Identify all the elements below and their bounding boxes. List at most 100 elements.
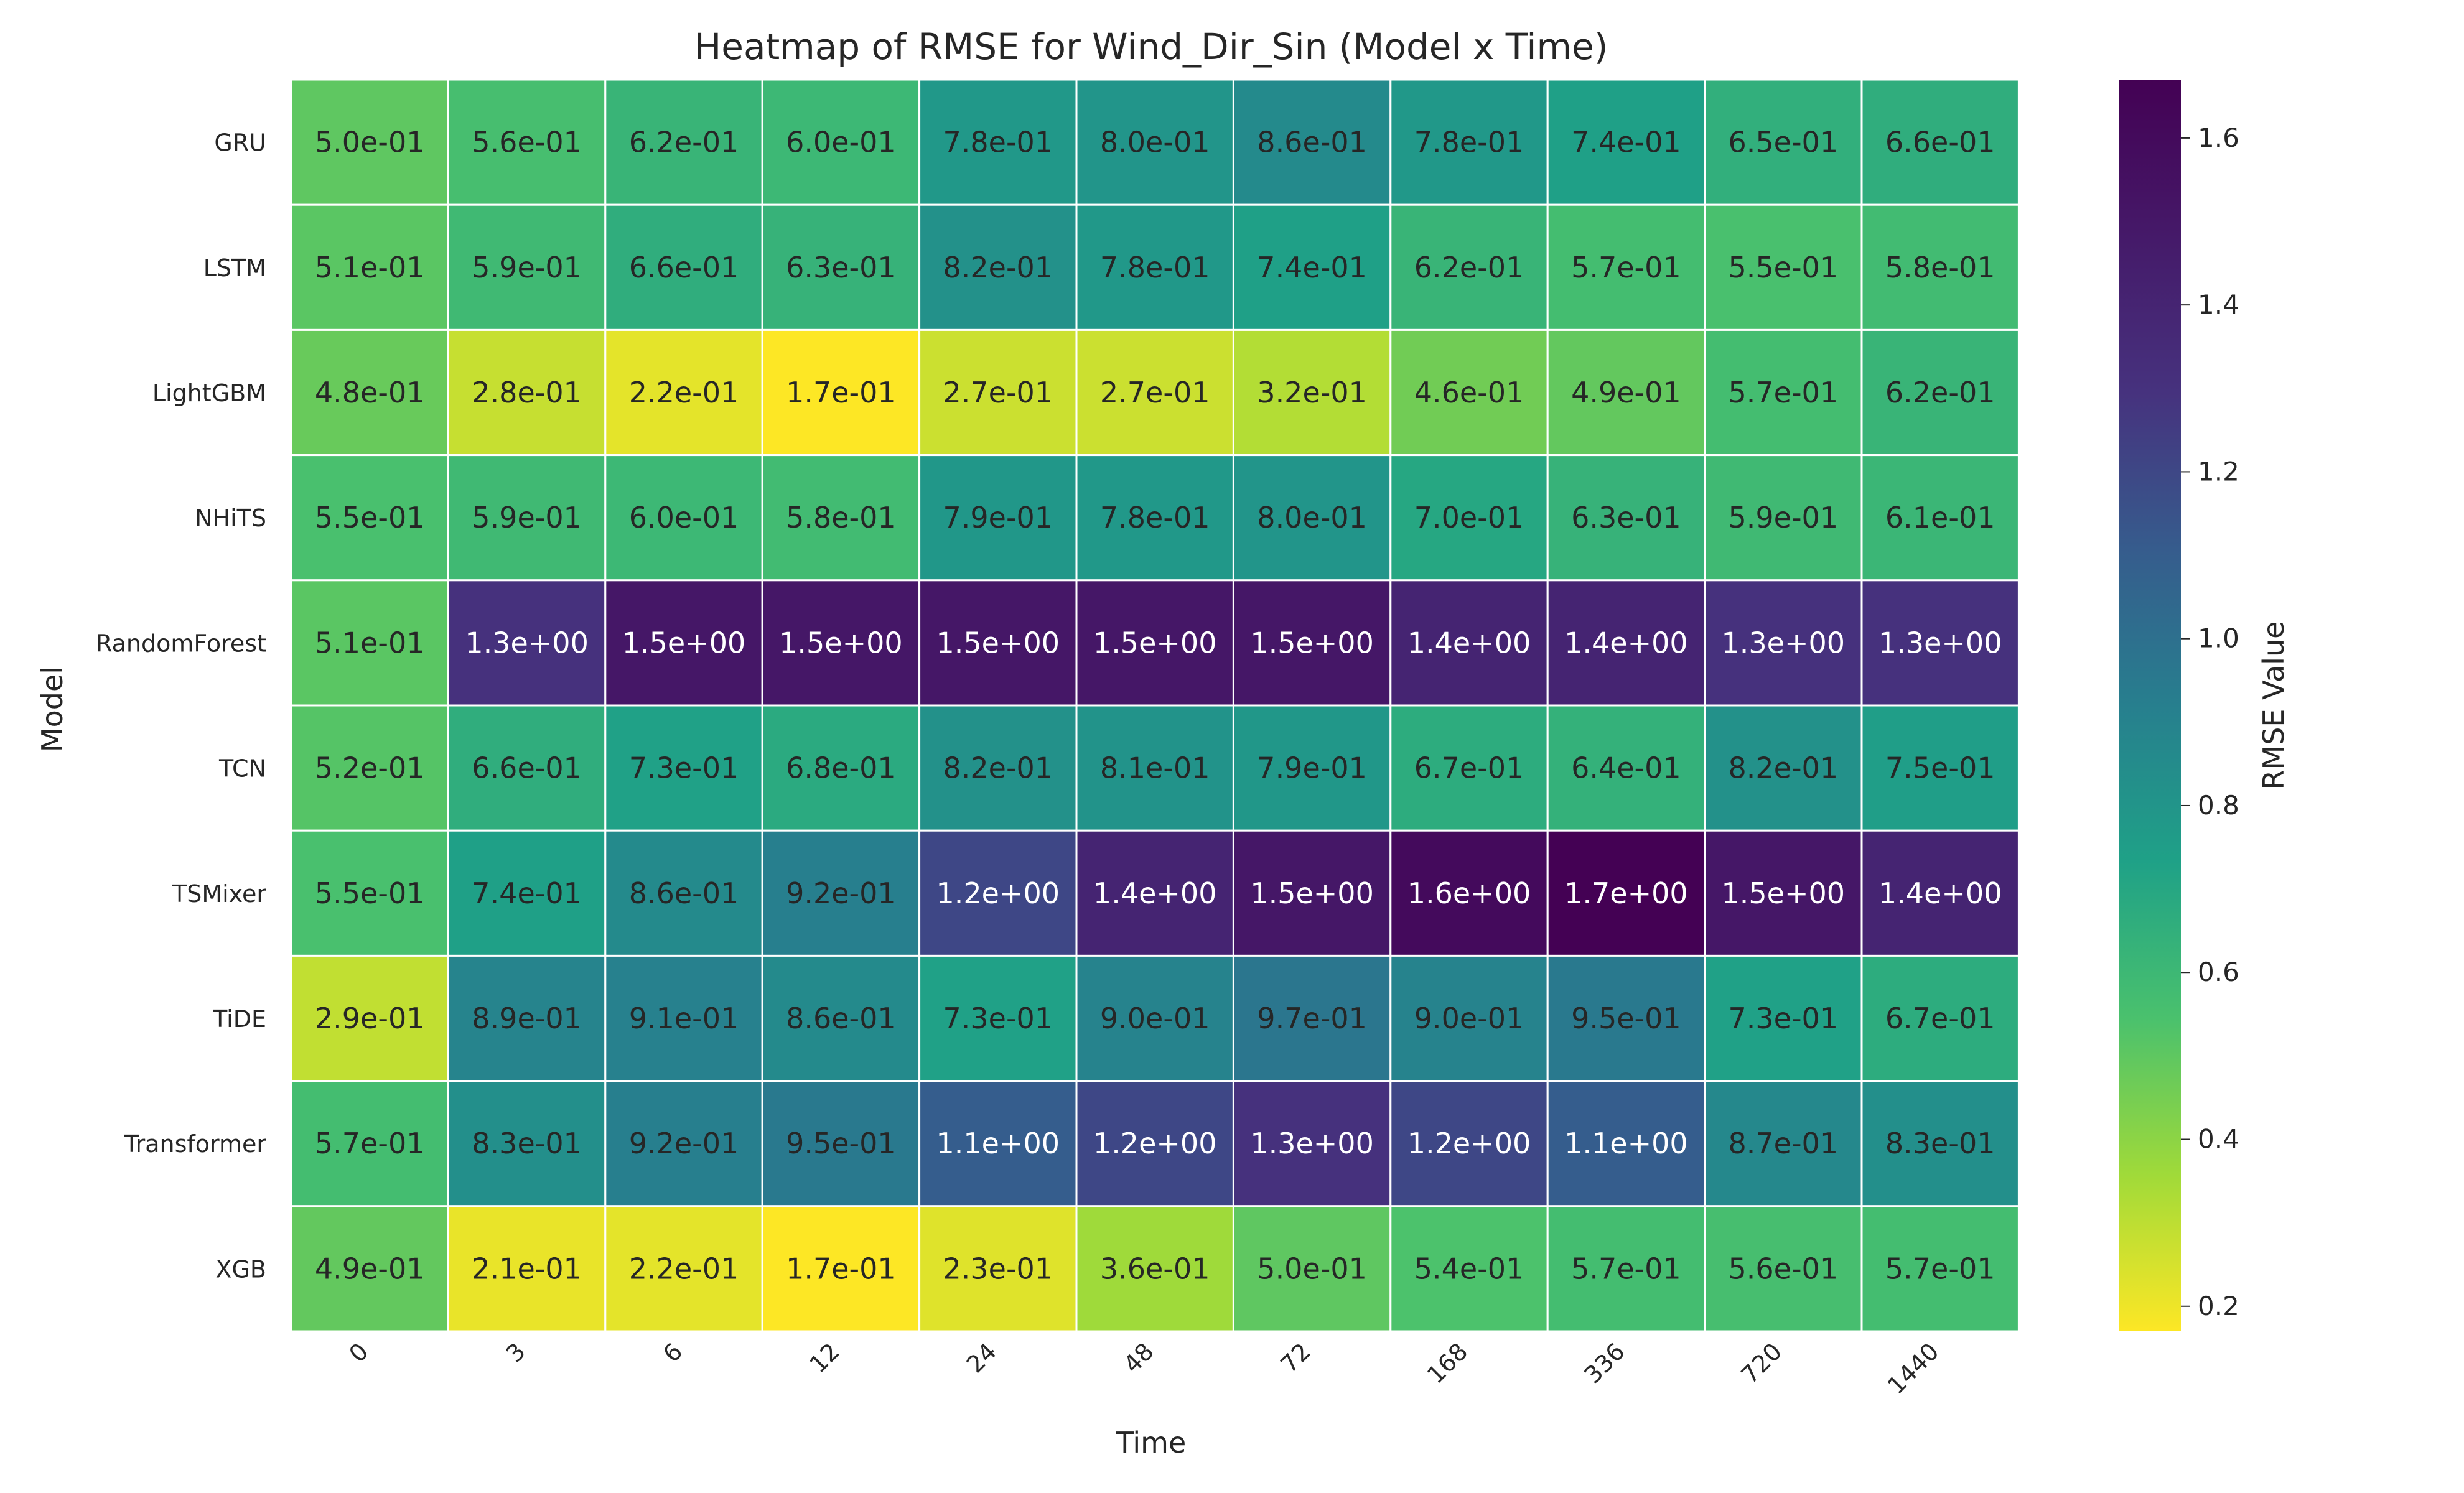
heatmap-cell [604, 579, 763, 707]
heatmap-cell [1704, 1205, 1863, 1333]
cell-value-label: 5.8e-01 [786, 501, 896, 534]
cell-value-label: 1.3e+00 [1722, 626, 1846, 659]
heatmap-cell [1860, 1080, 2020, 1207]
cell-value-label: 5.4e-01 [1414, 1252, 1524, 1285]
cell-value-label: 8.3e-01 [1885, 1127, 1995, 1160]
heatmap-cell [1075, 1205, 1234, 1333]
heatmap-cell [761, 1080, 921, 1207]
x-tick-label: 1440 [1882, 1337, 1944, 1400]
heatmap-cell [761, 78, 921, 206]
heatmap-cell [447, 829, 607, 957]
x-tick-label: 168 [1422, 1337, 1473, 1388]
cell-value-label: 2.2e-01 [629, 376, 739, 409]
cell-value-label: 2.9e-01 [315, 1002, 425, 1035]
cell-value-label: 6.7e-01 [1885, 1002, 1995, 1035]
cell-value-label: 7.8e-01 [1100, 501, 1210, 534]
x-tick-label: 72 [1276, 1337, 1316, 1378]
heatmap-cell [761, 454, 921, 582]
heatmap-cell [1860, 78, 2020, 206]
cell-value-label: 6.7e-01 [1414, 751, 1524, 785]
cell-value-label: 7.8e-01 [943, 126, 1053, 159]
cell-value-label: 5.8e-01 [1885, 251, 1995, 284]
colorbar-tick-label: 0.4 [2198, 1123, 2239, 1154]
y-tick-label: NHiTS [195, 505, 266, 532]
cell-value-label: 3.2e-01 [1257, 376, 1367, 409]
y-tick-label: TCN [218, 755, 266, 783]
heatmap-cell [1075, 829, 1234, 957]
heatmap-cell [1860, 203, 2020, 331]
cell-value-label: 7.8e-01 [1100, 251, 1210, 284]
colorbar-tick-label: 1.4 [2198, 289, 2239, 320]
heatmap-cell [1389, 78, 1549, 206]
heatmap-cell [1232, 829, 1392, 957]
heatmap-cell [1704, 579, 1863, 707]
cell-value-label: 6.2e-01 [1885, 376, 1995, 409]
colorbar-tick-label: 0.8 [2198, 790, 2239, 821]
cell-value-label: 6.2e-01 [629, 126, 739, 159]
x-tick-label: 6 [658, 1337, 688, 1367]
cell-value-label: 9.0e-01 [1414, 1002, 1524, 1035]
cell-value-label: 7.5e-01 [1885, 751, 1995, 785]
cell-value-label: 1.5e+00 [1250, 877, 1374, 910]
y-tick-label: Transformer [124, 1130, 266, 1158]
y-tick-label: LSTM [203, 254, 266, 282]
heatmap-cell [761, 829, 921, 957]
cell-value-label: 6.0e-01 [629, 501, 739, 534]
heatmap-cell [761, 1205, 921, 1333]
heatmap-cell [918, 454, 1078, 582]
heatmap-cell [604, 1080, 763, 1207]
cell-value-label: 1.2e+00 [936, 877, 1060, 910]
heatmap-cell [1075, 704, 1234, 832]
heatmap-cell [1860, 704, 2020, 832]
heatmap-cell [918, 954, 1078, 1082]
cell-value-label: 9.2e-01 [786, 877, 896, 910]
heatmap-cell [1704, 454, 1863, 582]
heatmap-cell [1232, 203, 1392, 331]
heatmap-cell [918, 1205, 1078, 1333]
heatmap-cell [290, 1080, 449, 1207]
cell-value-label: 7.3e-01 [943, 1002, 1053, 1035]
heatmap-cell [1389, 954, 1549, 1082]
heatmap-cell [447, 78, 607, 206]
colorbar-tick-label: 0.2 [2198, 1291, 2239, 1321]
cell-value-label: 1.3e+00 [465, 626, 589, 659]
heatmap-cell [1860, 454, 2020, 582]
cell-value-label: 2.1e-01 [472, 1252, 582, 1285]
cell-value-label: 5.7e-01 [1571, 251, 1681, 284]
heatmap-cell [290, 328, 449, 457]
cell-value-label: 1.5e+00 [936, 626, 1060, 659]
cell-value-label: 6.6e-01 [1885, 126, 1995, 159]
heatmap-cell-labels: 5.0e-01 5.6e-01 6.2e-01 6.0e-01 7.8e-01 8.0e-… [315, 126, 2002, 1286]
heatmap-cell [1546, 328, 1706, 457]
cell-value-label: 7.4e-01 [1257, 251, 1367, 284]
cell-value-label: 2.8e-01 [472, 376, 582, 409]
chart-title: Heatmap of RMSE for Wind_Dir_Sin (Model … [694, 26, 1608, 68]
y-axis-label: Model [35, 666, 69, 752]
cell-value-label: 9.5e-01 [1571, 1002, 1681, 1035]
cell-value-label: 5.7e-01 [1729, 376, 1839, 409]
colorbar-tick-label: 1.6 [2198, 123, 2239, 153]
heatmap-cell [290, 829, 449, 957]
heatmap-cell [1546, 829, 1706, 957]
cell-value-label: 4.9e-01 [1571, 376, 1681, 409]
heatmap-cells [290, 78, 2020, 1333]
heatmap-cell [604, 203, 763, 331]
cell-value-label: 9.1e-01 [629, 1002, 739, 1035]
heatmap-cell [604, 1205, 763, 1333]
cell-value-label: 6.2e-01 [1414, 251, 1524, 284]
cell-value-label: 5.1e-01 [315, 251, 425, 284]
heatmap-cell [1860, 1205, 2020, 1333]
heatmap-cell [1546, 203, 1706, 331]
cell-value-label: 5.9e-01 [472, 501, 582, 534]
cell-value-label: 7.3e-01 [629, 751, 739, 785]
heatmap-cell [1546, 704, 1706, 832]
heatmap-cell [1232, 328, 1392, 457]
heatmap-cell [1232, 1080, 1392, 1207]
cell-value-label: 1.5e+00 [622, 626, 746, 659]
heatmap-cell [604, 829, 763, 957]
x-tick-label: 336 [1579, 1337, 1630, 1388]
colorbar-tick-label: 1.0 [2198, 623, 2239, 654]
cell-value-label: 5.0e-01 [315, 126, 425, 159]
heatmap-cell [918, 328, 1078, 457]
heatmap-cell [1389, 1205, 1549, 1333]
